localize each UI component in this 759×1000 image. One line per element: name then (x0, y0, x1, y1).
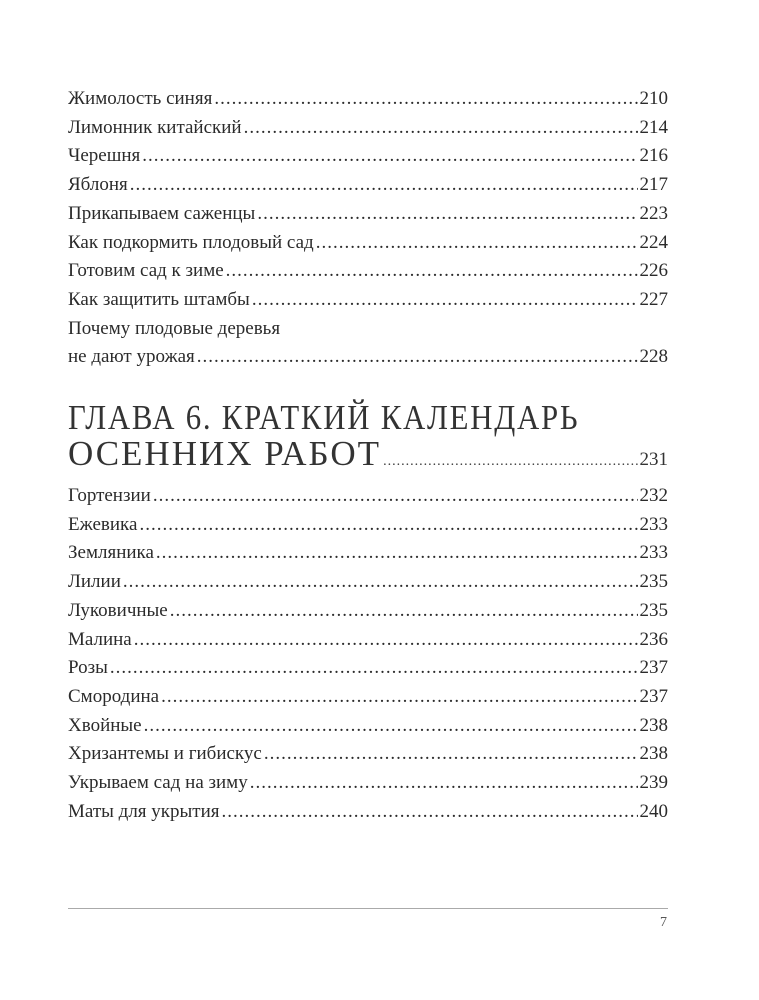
dot-leader (226, 257, 638, 286)
dot-leader (257, 200, 637, 229)
dot-leader (316, 229, 638, 258)
dot-leader (264, 740, 638, 769)
footer-rule (68, 908, 668, 909)
toc-entry-page: 238 (639, 714, 669, 736)
toc-entry-title: Жимолость синяя (68, 88, 213, 109)
toc-entry: Лимонник китайский 214 (68, 114, 668, 143)
dot-leader (139, 511, 637, 540)
toc-entry-page: 239 (639, 772, 669, 794)
toc-entry-title: Готовим сад к зиме (68, 260, 224, 282)
toc-entry: Луковичные 235 (68, 597, 668, 626)
toc-entry-title: Лимонник китайский (68, 116, 242, 138)
chapter-heading: ГЛАВА 6. КРАТКИЙ КАЛЕНДАРЬ ОСЕННИХ РАБОТ… (68, 400, 668, 480)
toc-entry-page: 216 (639, 145, 669, 167)
dot-leader (153, 482, 638, 511)
dot-leader (134, 626, 638, 655)
toc-entry: Укрываем сад на зиму 239 (68, 769, 668, 798)
dot-leader (197, 343, 638, 372)
toc-entry-title: Ежевика (68, 513, 138, 535)
toc-entry-title: Гортензии (68, 485, 151, 506)
toc-entry: Розы 237 (68, 654, 668, 683)
toc-entry-page: 235 (639, 599, 669, 621)
toc-entry: Жимолость синяя 210 (68, 85, 668, 114)
toc-entry: Черешня 216 (68, 142, 668, 171)
toc-entry-title: Черешня (68, 145, 141, 167)
toc-entry: Лилии 235 (68, 568, 668, 597)
dot-leader (383, 444, 637, 480)
toc-entry: Яблоня 217 (68, 171, 668, 200)
dot-leader (130, 171, 638, 200)
toc-entry-title: Смородина (68, 685, 160, 707)
toc-entry: Смородина 237 (68, 683, 668, 712)
chapter-page-number: 231 (639, 449, 669, 470)
toc-entry: Малина 236 (68, 626, 668, 655)
dot-leader (123, 568, 638, 597)
toc-entry-page: 237 (639, 657, 669, 679)
toc-section-2: Гортензии 232 Ежевика 233 Земляника 233 Лилии 2… (68, 482, 668, 826)
chapter-title-row: ОСЕННИХ РАБОТ 231 (68, 436, 668, 480)
toc-entry-line-1: Почему плодовые деревья (68, 317, 281, 339)
toc-entry: Хризантемы и гибискус 238 (68, 740, 668, 769)
toc-entry: Как подкормить плодовый сад 224 (68, 229, 668, 258)
toc-entry: Гортензии 232 (68, 482, 668, 511)
toc-entry-page: 228 (639, 346, 669, 368)
toc-entry-page: 214 (639, 116, 669, 138)
toc-entry-title: не дают урожая (68, 346, 195, 368)
toc-entry-page: 238 (639, 743, 669, 765)
toc-entry-page: 217 (639, 174, 669, 196)
toc-entry-page: 224 (639, 231, 669, 253)
toc-entry-page: 233 (639, 513, 669, 535)
dot-leader (252, 286, 638, 315)
page-number: 7 (660, 915, 667, 930)
toc-entry-title: Хризантемы и гибискус (68, 743, 262, 765)
toc-entry-page: 223 (639, 202, 669, 224)
toc-entry: Ежевика 233 (68, 511, 668, 540)
toc-entry-title: Луковичные (68, 599, 168, 621)
toc-entry-page: 232 (639, 485, 669, 506)
toc-entry-title: Прикапываем саженцы (68, 202, 256, 224)
toc-entry-title: Лилии (68, 571, 121, 593)
toc-entry: не дают урожая 228 (68, 343, 668, 372)
toc-entry-page: 236 (639, 628, 669, 650)
toc-entry: Земляника 233 (68, 539, 668, 568)
toc-entry-title: Малина (68, 628, 132, 650)
dot-leader (250, 769, 638, 798)
toc-entry-page: 226 (639, 260, 669, 282)
toc-entry: Хвойные 238 (68, 712, 668, 741)
toc-entry-title: Укрываем сад на зиму (68, 772, 248, 794)
dot-leader (156, 539, 638, 568)
chapter-title-line-1: ГЛАВА 6. КРАТКИЙ КАЛЕНДАРЬ (68, 398, 580, 437)
toc-entry-page: 240 (639, 800, 669, 822)
toc-entry-page: 210 (639, 88, 669, 109)
toc-entry-title: Земляника (68, 542, 154, 564)
toc-entry-page: 237 (639, 685, 669, 707)
toc-entry-title: Как подкормить плодовый сад (68, 231, 314, 253)
dot-leader (222, 798, 638, 827)
dot-leader (142, 142, 637, 171)
toc-entry: Готовим сад к зиме 226 (68, 257, 668, 286)
toc-entry: Прикапываем саженцы 223 (68, 200, 668, 229)
toc-section-1: Жимолость синяя 210 Лимонник китайский 214 Ч… (68, 85, 668, 372)
toc-entry: Как защитить штамбы 227 (68, 286, 668, 315)
dot-leader (144, 712, 638, 741)
toc-entry: Маты для укрытия 240 (68, 798, 668, 827)
dot-leader (110, 654, 638, 683)
chapter-title-line-2: ОСЕННИХ РАБОТ (68, 434, 382, 473)
toc-entry-page: 235 (639, 571, 669, 593)
dot-leader (214, 85, 637, 114)
dot-leader (244, 114, 638, 143)
dot-leader (161, 683, 637, 712)
toc-entry-title: Маты для укрытия (68, 800, 220, 822)
toc-entry-title: Хвойные (68, 714, 142, 736)
toc-entry-page: 233 (639, 542, 669, 564)
toc-entry-title: Яблоня (68, 174, 128, 196)
toc-entry-title: Как защитить штамбы (68, 288, 250, 310)
toc-entry-page: 227 (639, 288, 669, 310)
dot-leader (170, 597, 638, 626)
toc-entry-title: Розы (68, 657, 108, 679)
